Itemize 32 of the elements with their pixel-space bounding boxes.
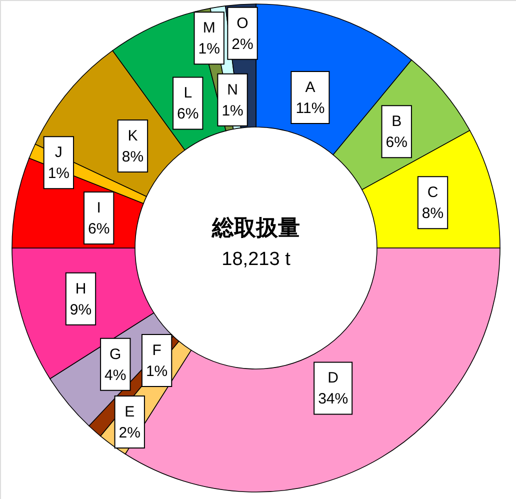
data-label: 1% [146, 363, 168, 380]
data-label: 8% [122, 148, 144, 166]
slice-label: I [96, 200, 101, 217]
data-label: 1% [198, 40, 220, 58]
slice-label: O [236, 14, 248, 32]
slice-label: C [427, 184, 438, 202]
text: 総取扱量 [211, 215, 300, 240]
data-label: 2% [118, 424, 140, 442]
data-label: 8% [422, 205, 444, 222]
data-label: 11% [296, 100, 325, 117]
slice-label: H [75, 280, 86, 298]
slice-label: F [152, 342, 162, 360]
data-label: 9% [70, 301, 92, 318]
slice-label: B [392, 113, 402, 130]
slice-label: A [305, 78, 316, 96]
slice-label: J [54, 144, 62, 162]
slice-label: K [128, 128, 138, 145]
slice-label: N [227, 81, 238, 98]
data-label: 6% [88, 220, 110, 238]
data-label: 2% [232, 36, 254, 53]
data-label: 34% [318, 390, 348, 408]
data-label: 4% [104, 366, 126, 384]
data-label: 6% [177, 106, 199, 123]
data-label: 6% [386, 134, 408, 152]
slice-label: D [328, 370, 339, 387]
slice-label: E [124, 403, 135, 420]
data-label: 1% [48, 165, 70, 182]
data-label: 1% [222, 102, 244, 120]
slice-label: M [202, 20, 216, 37]
slice-label: L [184, 84, 192, 102]
text: 18,213 t [222, 249, 292, 270]
slice-label: G [110, 346, 122, 363]
